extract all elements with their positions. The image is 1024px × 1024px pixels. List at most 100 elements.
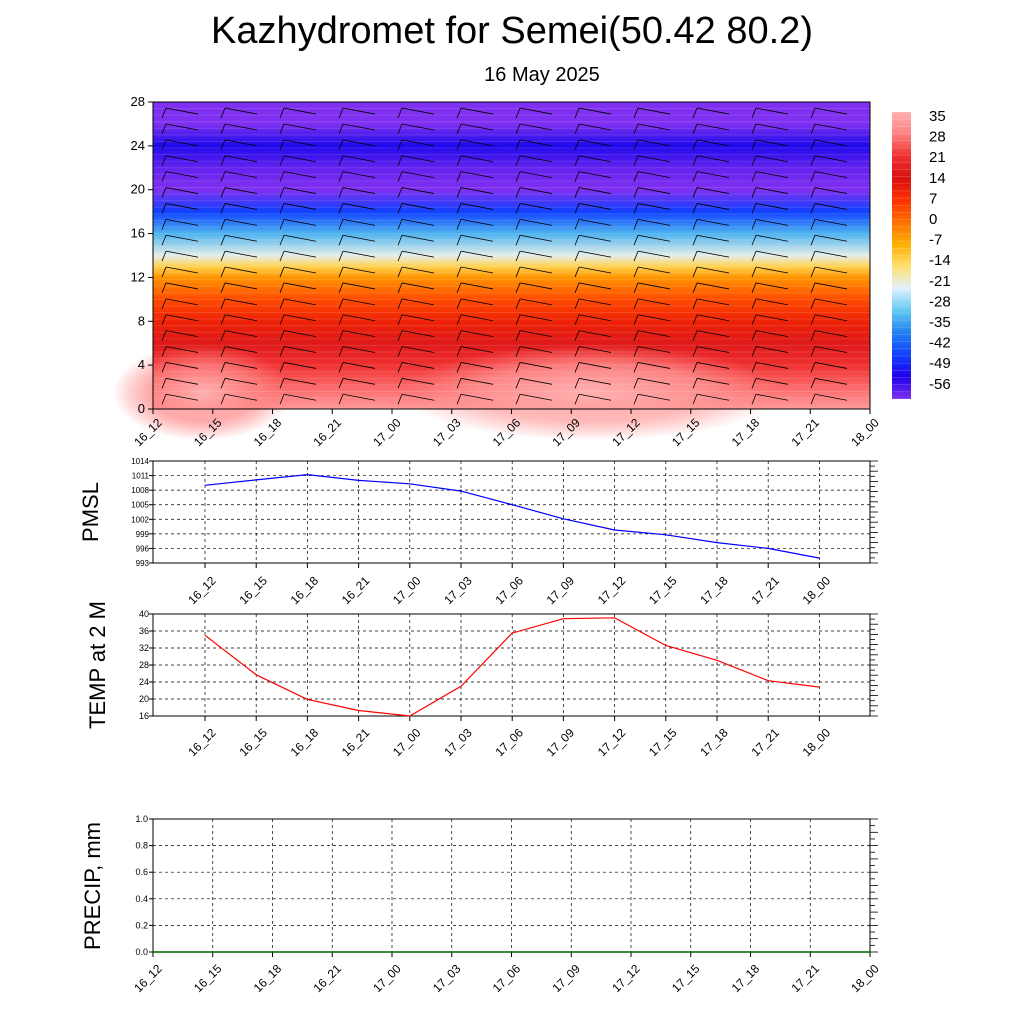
wind-barb bbox=[397, 250, 435, 262]
x-tick-label: 16_18 bbox=[288, 725, 322, 759]
y-tick-label: 20 bbox=[131, 182, 145, 197]
wind-barb bbox=[515, 218, 553, 230]
wind-barb bbox=[220, 377, 258, 389]
colorbar-gradient bbox=[892, 112, 911, 399]
warm-spots bbox=[112, 108, 870, 441]
wind-barb bbox=[692, 282, 730, 294]
x-tick-label: 16_21 bbox=[310, 415, 344, 449]
wind-barb bbox=[751, 218, 789, 230]
colorbar-label: 35 bbox=[929, 108, 946, 125]
wind-barb bbox=[220, 393, 258, 405]
wind-barb bbox=[692, 330, 730, 341]
wind-barb bbox=[692, 393, 730, 405]
wind-barb bbox=[456, 123, 494, 135]
wind-barb bbox=[161, 314, 199, 325]
x-tick-label: 16_12 bbox=[131, 961, 165, 995]
x-tick-label: 17_12 bbox=[609, 961, 643, 995]
wind-barb bbox=[220, 250, 258, 262]
wind-barb bbox=[751, 362, 789, 373]
wind-barb bbox=[220, 346, 258, 357]
wind-barb bbox=[397, 266, 435, 278]
wind-barb bbox=[574, 123, 612, 135]
wind-barb bbox=[161, 330, 199, 341]
wind-barb bbox=[515, 155, 553, 166]
wind-barb bbox=[161, 362, 199, 373]
x-tick-label: 18_00 bbox=[848, 415, 882, 449]
wind-barb bbox=[751, 298, 789, 309]
wind-barb bbox=[279, 139, 317, 151]
wind-barb bbox=[515, 346, 553, 357]
y-axis-label: PRECIP, mm bbox=[80, 822, 105, 950]
wind-barb bbox=[456, 187, 494, 198]
wind-barb bbox=[574, 362, 612, 373]
x-tick-label: 17_00 bbox=[370, 415, 404, 449]
wind-barb bbox=[220, 123, 258, 135]
wind-barb bbox=[279, 377, 317, 389]
wind-barb bbox=[220, 155, 258, 166]
wind-barb bbox=[751, 123, 789, 135]
x-tick-label: 17_06 bbox=[492, 725, 526, 759]
x-tick-label: 17_21 bbox=[748, 725, 782, 759]
wind-barb bbox=[633, 234, 671, 246]
wind-barb bbox=[161, 139, 199, 151]
wind-barb bbox=[338, 266, 376, 278]
y-tick-label: 0.8 bbox=[135, 841, 148, 851]
wind-barb bbox=[397, 330, 435, 341]
wind-barb bbox=[456, 362, 494, 373]
wind-barb bbox=[397, 218, 435, 230]
wind-barb bbox=[633, 187, 671, 198]
x-tick-label: 17_15 bbox=[646, 573, 680, 607]
wind-barb bbox=[161, 203, 199, 214]
wind-barb bbox=[338, 330, 376, 341]
wind-barb bbox=[456, 266, 494, 278]
wind-barb bbox=[751, 266, 789, 278]
wind-barb bbox=[810, 107, 848, 119]
x-tick-label: 17_00 bbox=[370, 961, 404, 995]
wind-barb bbox=[279, 155, 317, 166]
wind-barb bbox=[279, 266, 317, 278]
x-tick-label: 16_18 bbox=[288, 573, 322, 607]
wind-barb bbox=[456, 314, 494, 325]
y-tick-label: 28 bbox=[131, 94, 145, 109]
wind-barb bbox=[692, 314, 730, 325]
wind-barb bbox=[220, 330, 258, 341]
y-tick-label: 0.6 bbox=[135, 867, 148, 877]
y-tick-label: 32 bbox=[139, 643, 149, 653]
wind-barb bbox=[692, 234, 730, 246]
y-tick-label: 28 bbox=[139, 660, 149, 670]
wind-barb bbox=[515, 139, 553, 151]
wind-barb bbox=[161, 250, 199, 262]
precip-panel: 1.0 0.8 0.6 0.4 0.2 0.0 16_12 16_15 16_18 16_21 17… bbox=[80, 814, 882, 995]
wind-barb bbox=[692, 203, 730, 214]
section-y-ticks: 0 4 8 12 16 20 24 28 bbox=[131, 94, 153, 416]
x-tick-label: 16_12 bbox=[185, 573, 219, 607]
wind-barb bbox=[751, 107, 789, 119]
wind-barb bbox=[574, 218, 612, 230]
wind-barb bbox=[456, 377, 494, 389]
wind-barb bbox=[810, 218, 848, 230]
page-title: Kazhydromet for Semei(50.42 80.2) bbox=[211, 10, 813, 52]
wind-barb bbox=[220, 107, 258, 119]
y-tick-label: 993 bbox=[136, 559, 150, 568]
x-tick-label: 17_06 bbox=[490, 961, 524, 995]
y-tick-label: 1.0 bbox=[135, 814, 148, 824]
x-tick-label: 17_09 bbox=[544, 573, 578, 607]
wind-barb bbox=[633, 123, 671, 135]
wind-barb bbox=[692, 218, 730, 230]
y-tick-label: 20 bbox=[139, 694, 149, 704]
x-tick-label: 17_00 bbox=[390, 725, 424, 759]
x-tick-label: 16_15 bbox=[191, 961, 225, 995]
colorbar-label: 14 bbox=[929, 170, 946, 187]
wind-barb bbox=[161, 123, 199, 135]
wind-barb bbox=[574, 282, 612, 294]
y-axis-label: TEMP at 2 M bbox=[85, 601, 110, 729]
wind-barb bbox=[751, 155, 789, 166]
y-tick-label: 24 bbox=[131, 138, 145, 153]
x-tick-label: 17_21 bbox=[788, 415, 822, 449]
wind-barb bbox=[810, 139, 848, 151]
wind-barb bbox=[397, 139, 435, 151]
colorbar-label: -21 bbox=[929, 273, 951, 290]
wind-barb bbox=[692, 123, 730, 135]
wind-barb bbox=[397, 234, 435, 246]
